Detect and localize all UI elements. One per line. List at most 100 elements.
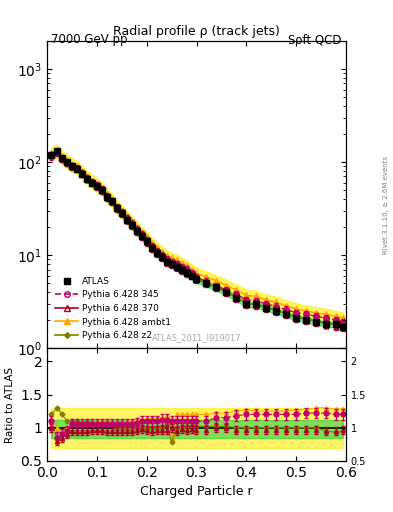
Pythia 6.428 ambt1 bbox=[129, 218, 134, 224]
Line: Pythia 6.428 z2: Pythia 6.428 z2 bbox=[49, 151, 345, 328]
Pythia 6.428 z2 bbox=[144, 239, 149, 245]
Text: ATLAS_2011_I919017: ATLAS_2011_I919017 bbox=[152, 333, 241, 342]
Pythia 6.428 ambt1 bbox=[105, 191, 109, 198]
Pythia 6.428 ambt1 bbox=[159, 249, 164, 255]
Pythia 6.428 ambt1 bbox=[224, 283, 229, 289]
Pythia 6.428 z2 bbox=[70, 163, 74, 169]
Legend: ATLAS, Pythia 6.428 345, Pythia 6.428 370, Pythia 6.428 ambt1, Pythia 6.428 z2: ATLAS, Pythia 6.428 345, Pythia 6.428 37… bbox=[51, 273, 175, 344]
Pythia 6.428 ambt1 bbox=[194, 270, 199, 276]
Pythia 6.428 z2 bbox=[214, 284, 219, 290]
Pythia 6.428 z2 bbox=[314, 318, 318, 324]
Pythia 6.428 z2 bbox=[164, 258, 169, 264]
Pythia 6.428 ambt1 bbox=[334, 313, 338, 319]
Pythia 6.428 ambt1 bbox=[164, 253, 169, 259]
Pythia 6.428 z2 bbox=[140, 233, 144, 239]
Pythia 6.428 ambt1 bbox=[244, 292, 249, 298]
Pythia 6.428 ambt1 bbox=[84, 174, 89, 180]
Pythia 6.428 z2 bbox=[110, 198, 114, 204]
Pythia 6.428 ambt1 bbox=[75, 163, 79, 169]
Pythia 6.428 ambt1 bbox=[134, 224, 139, 230]
Pythia 6.428 z2 bbox=[334, 322, 338, 328]
Y-axis label: Ratio to ATLAS: Ratio to ATLAS bbox=[5, 367, 15, 442]
Pythia 6.428 ambt1 bbox=[179, 260, 184, 266]
Pythia 6.428 ambt1 bbox=[314, 310, 318, 316]
Pythia 6.428 z2 bbox=[154, 250, 159, 256]
Pythia 6.428 ambt1 bbox=[214, 278, 219, 284]
Pythia 6.428 z2 bbox=[125, 217, 129, 223]
Pythia 6.428 z2 bbox=[114, 205, 119, 211]
Pythia 6.428 ambt1 bbox=[149, 240, 154, 246]
Pythia 6.428 z2 bbox=[65, 160, 70, 166]
Pythia 6.428 ambt1 bbox=[95, 181, 99, 187]
Pythia 6.428 z2 bbox=[49, 153, 53, 159]
Pythia 6.428 ambt1 bbox=[119, 208, 124, 214]
Pythia 6.428 ambt1 bbox=[125, 214, 129, 220]
Pythia 6.428 z2 bbox=[264, 304, 268, 310]
Pythia 6.428 ambt1 bbox=[55, 147, 59, 153]
Pythia 6.428 ambt1 bbox=[304, 308, 309, 314]
Pythia 6.428 z2 bbox=[169, 261, 174, 267]
Pythia 6.428 z2 bbox=[244, 301, 249, 307]
Pythia 6.428 z2 bbox=[341, 323, 346, 329]
Pythia 6.428 ambt1 bbox=[80, 168, 84, 174]
Pythia 6.428 z2 bbox=[234, 294, 239, 301]
Text: Soft QCD: Soft QCD bbox=[288, 33, 342, 46]
Pythia 6.428 z2 bbox=[149, 245, 154, 251]
Pythia 6.428 z2 bbox=[189, 273, 194, 279]
Pythia 6.428 ambt1 bbox=[264, 297, 268, 303]
Pythia 6.428 z2 bbox=[284, 311, 288, 317]
Pythia 6.428 ambt1 bbox=[154, 245, 159, 251]
Pythia 6.428 z2 bbox=[80, 170, 84, 176]
Pythia 6.428 z2 bbox=[129, 222, 134, 228]
Pythia 6.428 z2 bbox=[84, 176, 89, 182]
Pythia 6.428 ambt1 bbox=[294, 306, 298, 312]
Pythia 6.428 ambt1 bbox=[60, 153, 64, 159]
Pythia 6.428 ambt1 bbox=[323, 311, 328, 317]
Pythia 6.428 z2 bbox=[184, 269, 189, 275]
Pythia 6.428 z2 bbox=[294, 314, 298, 321]
Pythia 6.428 ambt1 bbox=[341, 315, 346, 321]
Pythia 6.428 ambt1 bbox=[140, 229, 144, 236]
Pythia 6.428 z2 bbox=[304, 316, 309, 322]
Pythia 6.428 ambt1 bbox=[70, 161, 74, 167]
Pythia 6.428 z2 bbox=[179, 266, 184, 272]
Pythia 6.428 z2 bbox=[224, 289, 229, 295]
Pythia 6.428 z2 bbox=[194, 276, 199, 282]
Pythia 6.428 ambt1 bbox=[284, 303, 288, 309]
Pythia 6.428 ambt1 bbox=[254, 293, 259, 300]
Pythia 6.428 z2 bbox=[174, 264, 179, 270]
Pythia 6.428 z2 bbox=[323, 320, 328, 326]
Pythia 6.428 ambt1 bbox=[144, 234, 149, 241]
Pythia 6.428 z2 bbox=[119, 210, 124, 217]
Pythia 6.428 ambt1 bbox=[49, 150, 53, 156]
Pythia 6.428 z2 bbox=[90, 180, 94, 186]
Pythia 6.428 z2 bbox=[60, 156, 64, 162]
Text: Rivet 3.1.10, ≥ 2.6M events: Rivet 3.1.10, ≥ 2.6M events bbox=[383, 156, 389, 254]
Pythia 6.428 ambt1 bbox=[90, 178, 94, 184]
Pythia 6.428 z2 bbox=[75, 165, 79, 171]
Pythia 6.428 ambt1 bbox=[189, 266, 194, 272]
Text: 7000 GeV pp: 7000 GeV pp bbox=[51, 33, 128, 46]
Pythia 6.428 z2 bbox=[95, 183, 99, 189]
Pythia 6.428 z2 bbox=[254, 302, 259, 308]
Pythia 6.428 ambt1 bbox=[204, 274, 209, 280]
Pythia 6.428 ambt1 bbox=[65, 157, 70, 163]
Pythia 6.428 ambt1 bbox=[174, 257, 179, 263]
X-axis label: Charged Particle r: Charged Particle r bbox=[140, 485, 253, 498]
Pythia 6.428 z2 bbox=[159, 254, 164, 260]
Pythia 6.428 z2 bbox=[134, 228, 139, 234]
Pythia 6.428 ambt1 bbox=[114, 203, 119, 209]
Pythia 6.428 ambt1 bbox=[169, 255, 174, 262]
Title: Radial profile ρ (track jets): Radial profile ρ (track jets) bbox=[113, 26, 280, 38]
Pythia 6.428 z2 bbox=[55, 150, 59, 156]
Pythia 6.428 z2 bbox=[99, 187, 104, 193]
Pythia 6.428 ambt1 bbox=[184, 263, 189, 269]
Pythia 6.428 z2 bbox=[105, 194, 109, 200]
Line: Pythia 6.428 ambt1: Pythia 6.428 ambt1 bbox=[48, 147, 346, 321]
Pythia 6.428 z2 bbox=[274, 307, 279, 313]
Pythia 6.428 ambt1 bbox=[234, 287, 239, 293]
Pythia 6.428 ambt1 bbox=[99, 185, 104, 191]
Pythia 6.428 ambt1 bbox=[274, 300, 279, 306]
Pythia 6.428 ambt1 bbox=[110, 196, 114, 202]
Pythia 6.428 z2 bbox=[204, 280, 209, 286]
